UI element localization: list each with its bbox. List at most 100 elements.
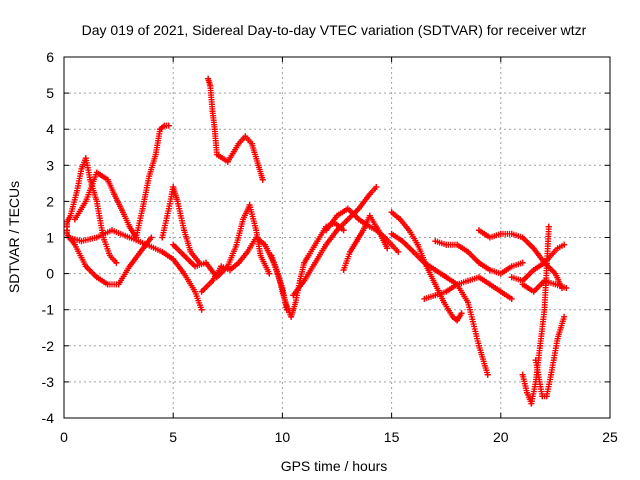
data-point [548,371,554,378]
data-point [432,238,439,245]
data-point [388,241,395,248]
data-point [561,313,568,320]
data-point [347,248,354,255]
data-point [82,198,89,205]
x-axis-label: GPS time / hours [281,458,388,474]
data-point [373,184,380,190]
data-point [508,295,515,302]
data-point [476,342,482,349]
data-point [248,140,255,147]
data-point [508,263,515,270]
data-point [283,303,290,310]
data-point [253,234,260,241]
data-point [443,274,450,281]
data-point [170,184,177,190]
data-point [170,241,177,248]
data-point [257,252,264,259]
data-point [432,267,439,273]
data-point [148,234,155,241]
data-point [554,245,561,252]
data-point [537,342,544,349]
data-point [563,285,570,291]
data-point [301,277,308,284]
series-arc-11 [290,184,380,299]
y-tick-label: 3 [46,157,54,173]
data-point [227,267,233,273]
y-tick-label: -3 [42,374,55,390]
series-arc-22 [519,277,570,295]
y-tick-label: 2 [46,193,54,209]
data-point [288,313,295,320]
data-point [244,248,251,255]
data-point [344,216,351,223]
data-point [253,227,260,234]
data-point [541,277,548,284]
data-point [242,133,249,140]
data-point [120,209,126,216]
x-tick-label: 0 [60,429,68,445]
data-point [519,234,526,241]
data-point [421,295,428,302]
data-point [552,281,559,288]
data-point [255,162,262,169]
data-point [443,241,450,248]
series-arc-21 [532,313,568,400]
data-point [340,267,347,273]
data-point [454,241,461,248]
series-arc-19 [508,241,568,284]
data-point [93,234,100,241]
data-point [519,281,526,288]
data-point [524,389,530,396]
x-tick-label: 20 [493,429,509,445]
data-point [323,227,330,234]
data-point [279,288,286,295]
series-arc-13 [340,212,391,273]
data-point [126,263,133,270]
data-point [93,198,100,205]
data-point [388,209,395,216]
data-point [519,371,526,378]
data-point [67,212,74,219]
data-point [165,205,172,212]
data-point [146,173,153,180]
data-point [532,357,539,364]
data-point [137,248,144,255]
data-point [388,230,395,237]
data-point [198,288,205,295]
data-point [109,227,115,234]
data-point [554,335,561,342]
data-point [530,288,537,295]
data-point [476,274,482,281]
series-arc-17 [432,238,526,277]
data-point [205,75,212,82]
data-point [545,223,552,230]
y-tick-label: -4 [42,410,55,426]
data-point [397,216,404,223]
data-series [64,75,570,407]
data-point [406,227,413,234]
data-point [465,299,471,306]
data-point [528,400,535,407]
y-tick-label: 4 [46,121,54,137]
data-point [104,281,111,288]
series-arc-4 [133,122,172,241]
y-axis-label: SDTVAR / TECUs [6,181,22,293]
data-point [203,259,209,266]
data-point [497,230,504,237]
series-arc-7 [205,75,266,183]
data-point [233,241,240,248]
series-arc-8 [170,202,273,281]
data-point [152,151,159,158]
y-tick-label: -1 [42,302,55,318]
data-point [441,299,447,306]
data-point [78,238,85,245]
data-point [292,299,299,306]
data-point [432,292,439,299]
chart-title: Day 019 of 2021, Sidereal Day-to-day VTE… [82,22,587,38]
data-point [240,216,247,223]
data-point [530,245,537,252]
x-tick-label: 5 [169,429,177,445]
data-point [486,234,493,241]
data-point [465,277,471,284]
data-point [192,288,198,295]
